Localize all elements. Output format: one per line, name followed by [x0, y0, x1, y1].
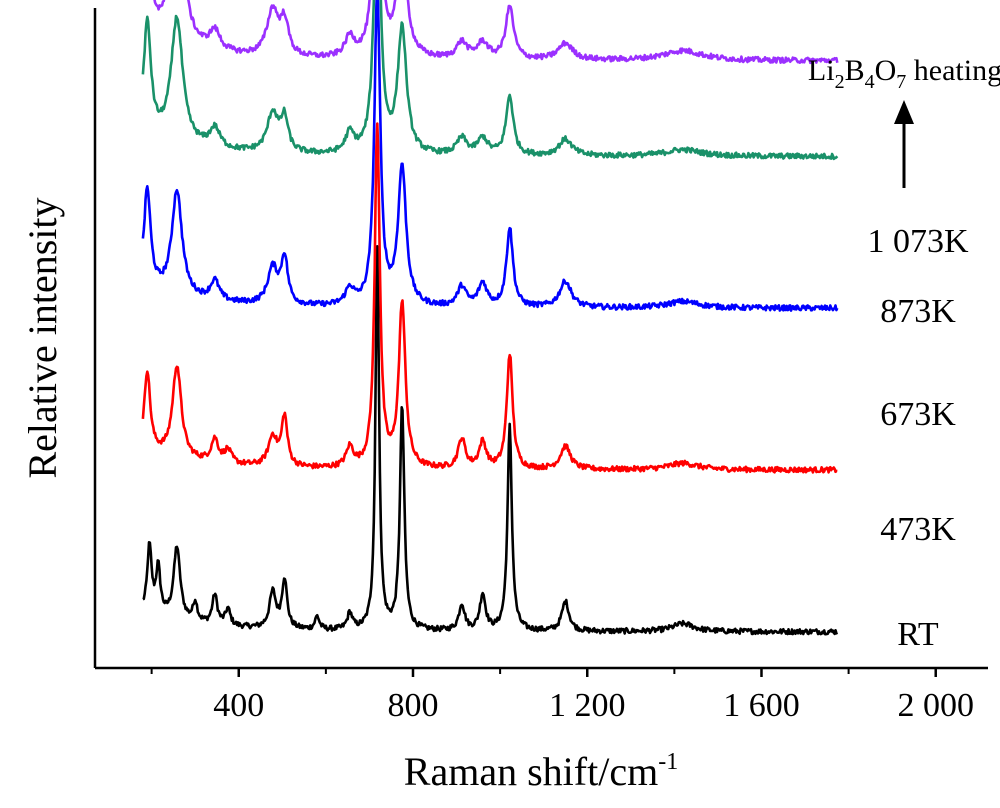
series-line-673k: [141, 0, 839, 312]
x-tick-label: 1 600: [723, 687, 800, 724]
annotation-text: B: [845, 54, 865, 87]
annotation-text: Li: [808, 54, 835, 87]
series-line-873k: [141, 0, 839, 161]
annotation-subscript: 4: [865, 71, 875, 93]
series-label-873k: 873K: [880, 293, 956, 330]
x-axis-title-text: Raman shift/cm: [404, 749, 658, 794]
annotation-subscript: 7: [896, 71, 906, 93]
x-tick-label: 1 200: [549, 687, 626, 724]
series-line-rt: [142, 245, 839, 636]
labels: RT 473K 673K 873K 1 073K Raman shift/cm-1 Rela…: [20, 54, 1000, 794]
series-label-rt: RT: [897, 616, 939, 653]
x-tick-label: 400: [213, 687, 264, 724]
x-axis-title: Raman shift/cm-1: [404, 749, 678, 794]
series-line-473k: [141, 122, 838, 474]
axes: 400 800 1 200 1 600 2 000: [93, 8, 988, 724]
series-label-473k: 473K: [880, 511, 956, 548]
heating-arrow-icon: [894, 100, 914, 124]
series-line-1073k: [153, 0, 839, 65]
annotation-subscript: 2: [835, 71, 845, 93]
annotation-text: O: [875, 54, 897, 87]
x-tick-label: 2 000: [897, 687, 974, 724]
series-label-673k: 673K: [880, 396, 956, 433]
x-tick-label: 800: [387, 687, 438, 724]
annotation-text: heating: [906, 54, 1000, 87]
y-axis-title: Relative intensity: [20, 197, 65, 478]
plot-lines: [141, 0, 839, 636]
series-label-1073k: 1 073K: [867, 223, 969, 260]
x-axis-title-superscript: -1: [658, 749, 678, 775]
annotation-heating: Li2B4O7 heating: [808, 54, 1000, 93]
